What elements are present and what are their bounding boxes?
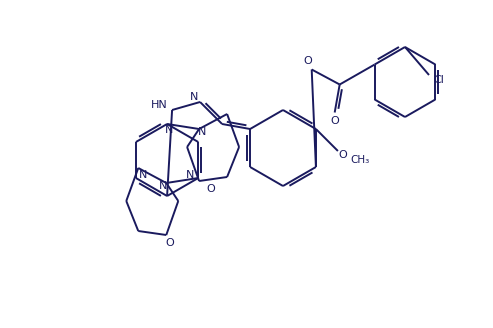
Text: N: N (186, 170, 194, 180)
Text: HN: HN (151, 100, 168, 110)
Text: N: N (139, 170, 147, 180)
Text: O: O (339, 150, 347, 160)
Text: N: N (159, 181, 168, 191)
Text: N: N (198, 127, 206, 137)
Text: O: O (207, 184, 215, 194)
Text: Cl: Cl (433, 75, 444, 85)
Text: N: N (165, 125, 173, 135)
Text: N: N (190, 92, 198, 102)
Text: O: O (330, 115, 339, 126)
Text: O: O (303, 56, 312, 67)
Text: O: O (165, 238, 174, 248)
Text: CH₃: CH₃ (351, 155, 370, 165)
